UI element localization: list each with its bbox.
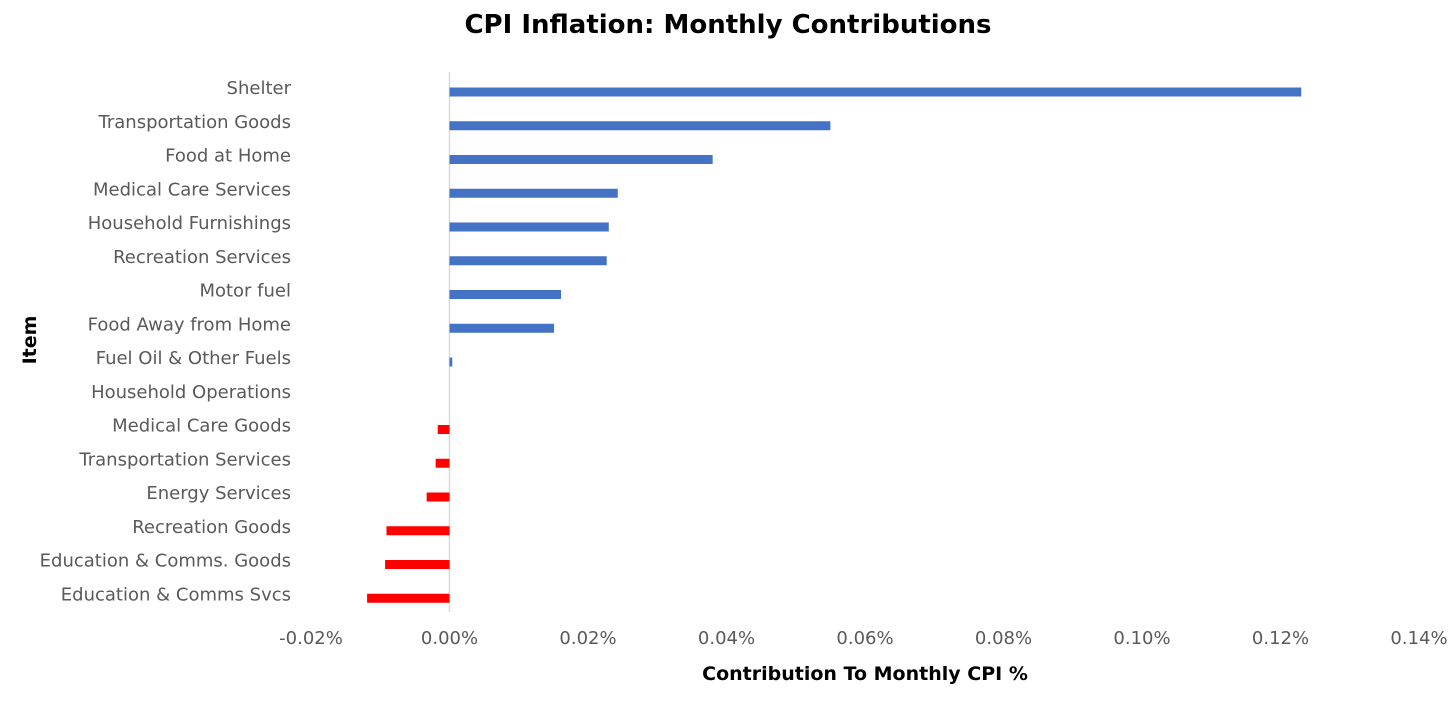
bar-medical-care-services xyxy=(449,188,618,198)
category-label-food-away-from-home: Food Away from Home xyxy=(88,314,291,335)
category-label-energy-services: Energy Services xyxy=(146,483,291,504)
category-labels: Shelter Transportation Goods Food at Home M… xyxy=(40,78,292,605)
y-axis-title: Item xyxy=(19,316,41,365)
bar-energy-services xyxy=(426,492,450,502)
category-label-education-comms-goods: Education & Comms. Goods xyxy=(40,551,291,572)
x-tick-label: 0.02% xyxy=(559,628,616,649)
category-label-transportation-services: Transportation Services xyxy=(78,449,291,470)
chart-title: CPI Inflation: Monthly Contributions xyxy=(464,10,991,40)
category-label-transportation-goods: Transportation Goods xyxy=(98,112,291,133)
category-label-household-operations: Household Operations xyxy=(91,382,291,403)
category-label-recreation-goods: Recreation Goods xyxy=(132,517,291,538)
x-tick-label: 0.10% xyxy=(1113,628,1170,649)
bar-transportation-services xyxy=(435,458,450,468)
bar-shelter xyxy=(449,87,1302,97)
category-label-medical-care-services: Medical Care Services xyxy=(93,179,291,200)
bar-household-furnishings xyxy=(449,222,609,232)
bar-fuel-oil-other-fuels xyxy=(449,357,453,367)
x-tick-label: 0.06% xyxy=(836,628,893,649)
x-tick-label: 0.08% xyxy=(975,628,1032,649)
bars-group xyxy=(367,87,1302,603)
bar-food-away-from-home xyxy=(449,323,555,333)
x-tick-label: 0.00% xyxy=(421,628,478,649)
bar-transportation-goods xyxy=(449,121,831,131)
bar-motor-fuel xyxy=(449,290,561,299)
bar-recreation-services xyxy=(449,256,607,266)
category-label-fuel-oil-other-fuels: Fuel Oil & Other Fuels xyxy=(96,348,291,369)
x-tick-label: 0.12% xyxy=(1252,628,1309,649)
bar-food-at-home xyxy=(449,155,713,164)
category-label-food-at-home: Food at Home xyxy=(165,146,291,167)
category-label-education-comms-svcs: Education & Comms Svcs xyxy=(61,584,291,605)
category-label-recreation-services: Recreation Services xyxy=(113,247,291,268)
bar-education-comms-goods xyxy=(385,560,450,569)
category-label-shelter: Shelter xyxy=(227,78,292,99)
x-tick-label: -0.02% xyxy=(279,628,343,649)
x-tick-label: 0.04% xyxy=(698,628,755,649)
bar-recreation-goods xyxy=(386,526,450,536)
bar-medical-care-goods xyxy=(437,425,450,434)
x-tick-label: 0.14% xyxy=(1390,628,1447,649)
category-label-household-furnishings: Household Furnishings xyxy=(88,213,291,234)
bar-education-comms-svcs xyxy=(367,593,450,603)
x-axis-title: Contribution To Monthly CPI % xyxy=(702,663,1028,685)
category-label-motor-fuel: Motor fuel xyxy=(199,281,291,302)
category-label-medical-care-goods: Medical Care Goods xyxy=(112,416,291,437)
x-tick-labels: -0.02% 0.00% 0.02% 0.04% 0.06% 0.08% 0.10% 0.12… xyxy=(279,628,1447,649)
